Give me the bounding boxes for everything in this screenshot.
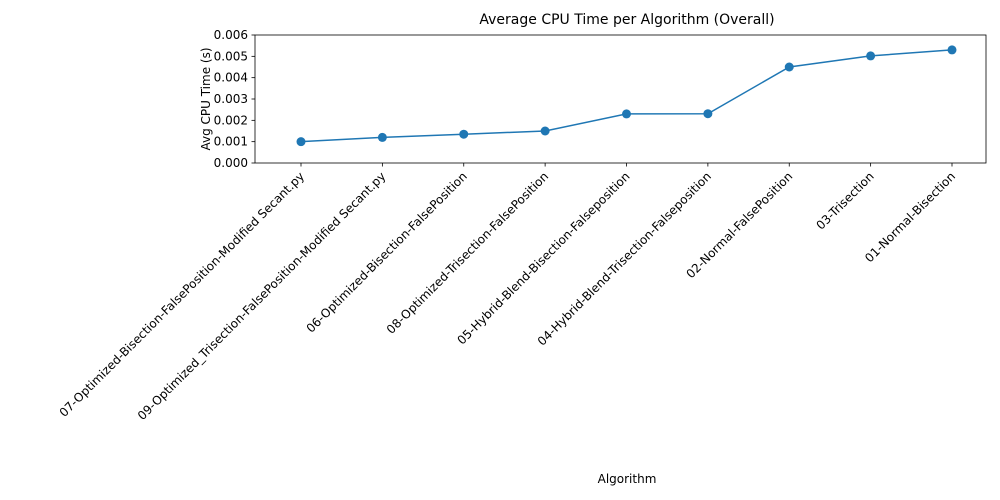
x-tick-label: 03-Trisection (813, 169, 876, 232)
series-points (296, 45, 957, 147)
y-tick-label: 0.001 (214, 135, 248, 149)
y-tick-label: 0.002 (214, 113, 248, 127)
data-point (784, 62, 794, 72)
y-tick-label: 0.005 (214, 49, 248, 63)
data-point (377, 132, 387, 142)
plot-frame (254, 34, 987, 164)
data-point (703, 109, 713, 119)
y-axis-title: Avg CPU Time (s) (199, 47, 213, 150)
x-tick-label: 05-Hybrid-Blend-Bisection-Falseposition (454, 169, 632, 347)
x-tick-label: 08-Optimized-Trisection-FalsePosition (384, 169, 551, 336)
series-line (300, 49, 953, 143)
x-tick-label: 06-Optimized-Bisection-FalsePosition (304, 169, 470, 335)
data-point (622, 109, 631, 119)
y-tick-label: 0.003 (214, 92, 248, 106)
y-tick-label: 0.004 (214, 71, 248, 85)
data-point (947, 45, 957, 55)
x-tick-label: 01-Normal-Bisection (862, 169, 958, 265)
y-tick-label: 0.006 (214, 28, 248, 42)
x-tick-label: 04-Hybrid-Blend-Trisection-Falseposition (535, 169, 714, 348)
data-point (459, 129, 469, 139)
chart-title: Average CPU Time per Algorithm (Overall) (479, 12, 774, 28)
data-point (296, 137, 306, 147)
y-axis: 0.000 0.001 0.002 0.003 0.004 0.005 0.006 (214, 28, 255, 170)
y-tick-label: 0.000 (214, 156, 248, 170)
data-point (540, 126, 550, 136)
data-point (866, 51, 876, 61)
x-axis-title: Algorithm (598, 472, 657, 486)
x-axis: 07-Optimized-Bisection-FalsePosition-Mod… (57, 163, 958, 423)
